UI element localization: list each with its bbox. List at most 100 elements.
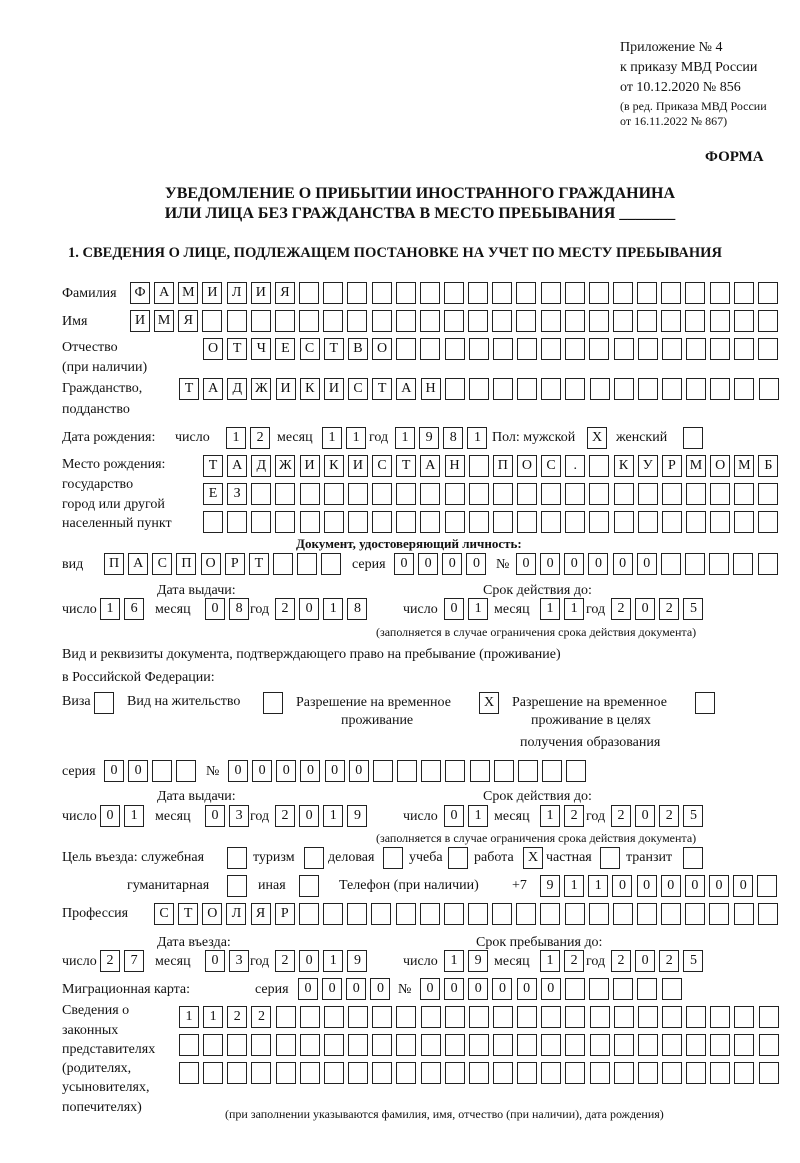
char-cell[interactable]: Е — [203, 483, 223, 505]
char-cell[interactable]: 2 — [227, 1006, 248, 1028]
char-cell[interactable]: У — [637, 455, 658, 477]
char-cell[interactable] — [419, 903, 440, 925]
char-cell[interactable]: Т — [203, 455, 223, 477]
char-cell[interactable]: 0 — [492, 978, 513, 1000]
char-cell[interactable] — [227, 1034, 248, 1056]
char-cell[interactable] — [444, 1062, 465, 1084]
char-cell[interactable] — [299, 875, 319, 897]
char-cell[interactable] — [299, 1034, 320, 1056]
char-cell[interactable]: 1 — [346, 427, 367, 449]
char-cell[interactable] — [348, 1062, 369, 1084]
char-cell[interactable] — [299, 282, 320, 304]
char-cell[interactable]: 2 — [611, 805, 631, 827]
char-cell[interactable] — [395, 310, 416, 332]
char-cell[interactable] — [685, 310, 706, 332]
char-cell[interactable] — [686, 511, 706, 533]
char-cell[interactable] — [372, 1034, 393, 1056]
char-cell[interactable] — [444, 378, 465, 400]
char-cell[interactable] — [540, 903, 561, 925]
char-cell[interactable] — [540, 282, 561, 304]
char-cell[interactable] — [444, 483, 465, 505]
char-cell[interactable] — [323, 310, 344, 332]
char-cell[interactable] — [517, 378, 538, 400]
char-cell[interactable]: 0 — [298, 978, 318, 1000]
char-cell[interactable]: 0 — [540, 553, 561, 575]
char-cell[interactable] — [637, 1062, 658, 1084]
char-cell[interactable] — [541, 1062, 562, 1084]
char-cell[interactable] — [275, 483, 296, 505]
char-cell[interactable] — [299, 1062, 320, 1084]
char-cell[interactable] — [710, 483, 731, 505]
char-cell[interactable] — [227, 875, 247, 897]
char-cell[interactable] — [709, 553, 730, 575]
char-cell[interactable]: X — [479, 692, 499, 714]
char-cell[interactable]: 0 — [418, 553, 439, 575]
char-cell[interactable]: 0 — [348, 760, 369, 782]
char-cell[interactable]: 2 — [251, 1006, 272, 1028]
char-cell[interactable] — [661, 903, 682, 925]
char-cell[interactable]: 0 — [346, 978, 367, 1000]
char-cell[interactable] — [420, 511, 441, 533]
char-cell[interactable] — [492, 1006, 513, 1028]
char-cell[interactable] — [443, 903, 464, 925]
char-cell[interactable] — [686, 483, 706, 505]
char-cell[interactable] — [565, 1062, 586, 1084]
char-cell[interactable]: 2 — [275, 950, 295, 972]
char-cell[interactable]: О — [372, 338, 393, 360]
char-cell[interactable]: 3 — [229, 950, 250, 972]
char-cell[interactable] — [758, 1006, 779, 1028]
char-cell[interactable] — [564, 282, 585, 304]
char-cell[interactable] — [263, 692, 283, 714]
char-cell[interactable] — [468, 1062, 489, 1084]
char-cell[interactable]: 9 — [419, 427, 440, 449]
char-cell[interactable]: 9 — [347, 805, 368, 827]
char-cell[interactable] — [492, 1062, 513, 1084]
char-cell[interactable]: 1 — [179, 1006, 199, 1028]
char-cell[interactable] — [733, 282, 754, 304]
char-cell[interactable] — [420, 338, 441, 360]
char-cell[interactable] — [347, 511, 368, 533]
char-cell[interactable]: 8 — [443, 427, 464, 449]
char-cell[interactable] — [94, 692, 114, 714]
char-cell[interactable] — [419, 310, 440, 332]
char-cell[interactable]: 0 — [636, 553, 657, 575]
char-cell[interactable] — [323, 1006, 344, 1028]
char-cell[interactable]: 1 — [540, 805, 560, 827]
char-cell[interactable] — [734, 511, 755, 533]
char-cell[interactable] — [613, 978, 634, 1000]
char-cell[interactable] — [297, 553, 318, 575]
char-cell[interactable] — [372, 1062, 393, 1084]
char-cell[interactable] — [372, 511, 393, 533]
char-cell[interactable]: Я — [178, 310, 199, 332]
char-cell[interactable] — [564, 310, 585, 332]
char-cell[interactable]: Т — [178, 903, 199, 925]
char-cell[interactable]: И — [275, 378, 296, 400]
char-cell[interactable]: 1 — [322, 427, 342, 449]
char-cell[interactable]: С — [299, 338, 320, 360]
char-cell[interactable]: Н — [420, 378, 441, 400]
char-cell[interactable] — [517, 1006, 538, 1028]
char-cell[interactable] — [492, 378, 513, 400]
char-cell[interactable]: П — [104, 553, 124, 575]
char-cell[interactable] — [564, 978, 585, 1000]
char-cell[interactable]: 0 — [276, 760, 297, 782]
char-cell[interactable]: С — [372, 455, 393, 477]
char-cell[interactable]: 0 — [100, 805, 120, 827]
char-cell[interactable] — [420, 483, 441, 505]
char-cell[interactable] — [695, 692, 715, 714]
char-cell[interactable] — [710, 378, 731, 400]
char-cell[interactable] — [757, 310, 778, 332]
char-cell[interactable] — [444, 1006, 465, 1028]
char-cell[interactable]: Ф — [130, 282, 150, 304]
char-cell[interactable]: М — [686, 455, 706, 477]
char-cell[interactable]: 0 — [635, 950, 656, 972]
char-cell[interactable]: 0 — [442, 553, 463, 575]
char-cell[interactable] — [371, 282, 392, 304]
char-cell[interactable] — [275, 511, 296, 533]
char-cell[interactable]: 1 — [540, 950, 560, 972]
char-cell[interactable]: Р — [224, 553, 245, 575]
char-cell[interactable]: М — [178, 282, 199, 304]
char-cell[interactable] — [227, 847, 247, 869]
char-cell[interactable] — [299, 511, 320, 533]
char-cell[interactable]: 0 — [299, 805, 320, 827]
